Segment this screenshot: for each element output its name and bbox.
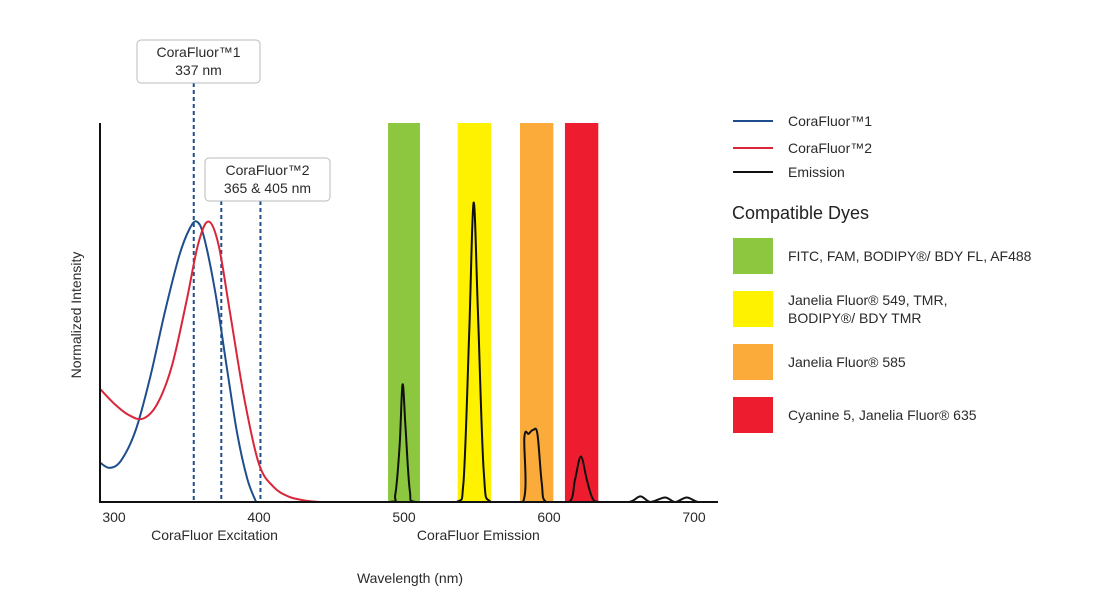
x-tick-600: 600 [537, 509, 561, 525]
annotation-box-0 [136, 39, 261, 84]
legend-label-1: CoraFluor™2 [788, 140, 872, 156]
dye-band-0 [388, 123, 420, 502]
series-1-line [98, 220, 332, 503]
dye-band-2 [520, 123, 554, 502]
dye-label-1-1: BODIPY®/ BDY TMR [788, 310, 922, 326]
section-label-0: CoraFluor Excitation [151, 527, 278, 543]
x-tick-700: 700 [682, 509, 706, 525]
series-0-line [98, 220, 258, 503]
legend-label-0: CoraFluor™1 [788, 113, 872, 129]
dye-band-1 [457, 123, 491, 502]
dye-swatch-1 [733, 291, 773, 327]
dye-swatch-0 [733, 238, 773, 274]
x-tick-300: 300 [102, 509, 126, 525]
section-label-1: CoraFluor Emission [417, 527, 540, 543]
dye-swatch-2 [733, 344, 773, 380]
dye-label-0-0: FITC, FAM, BODIPY®/ BDY FL, AF488 [788, 248, 1032, 264]
annotation-text-0-1: 337 nm [175, 62, 222, 78]
x-axis-label: Wavelength (nm) [357, 570, 463, 586]
x-tick-400: 400 [247, 509, 271, 525]
y-axis-label: Normalized Intensity [68, 252, 84, 379]
x-tick-500: 500 [392, 509, 416, 525]
series-2-line [331, 201, 718, 504]
dye-label-3-0: Cyanine 5, Janelia Fluor® 635 [788, 407, 977, 423]
dye-swatch-3 [733, 397, 773, 433]
dyes-heading: Compatible Dyes [732, 203, 869, 223]
dye-label-2-0: Janelia Fluor® 585 [788, 354, 906, 370]
annotation-text-1-1: 365 & 405 nm [224, 180, 311, 196]
legend-label-2: Emission [788, 164, 845, 180]
dye-band-3 [564, 123, 599, 502]
dye-label-1-0: Janelia Fluor® 549, TMR, [788, 292, 947, 308]
annotation-text-1-0: CoraFluor™2 [225, 162, 309, 178]
annotation-text-0-0: CoraFluor™1 [156, 44, 240, 60]
annotation-box-1 [204, 157, 331, 202]
